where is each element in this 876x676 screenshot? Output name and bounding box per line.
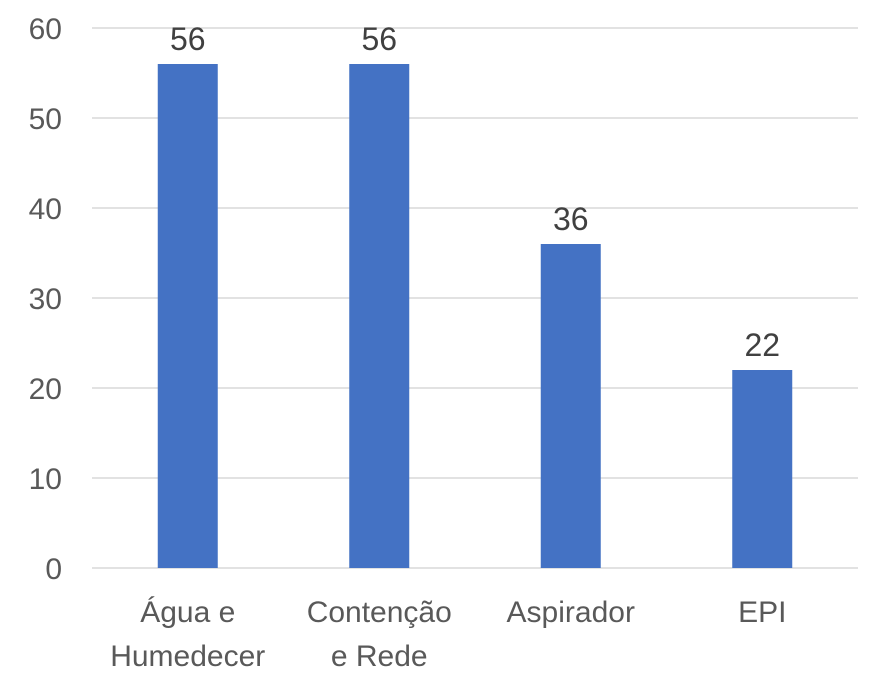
bar-2 — [349, 64, 410, 568]
y-tick-label: 40 — [29, 193, 62, 226]
y-tick-label: 20 — [29, 373, 62, 406]
x-tick-label: Humedecer — [110, 640, 265, 673]
x-tick-label: Contenção — [307, 596, 452, 629]
bar-1 — [157, 64, 218, 568]
x-tick-label: Aspirador — [507, 596, 635, 629]
y-tick-label: 60 — [29, 13, 62, 46]
data-label: 22 — [744, 327, 780, 363]
y-tick-label: 10 — [29, 463, 62, 496]
data-label: 36 — [553, 201, 589, 237]
y-tick-label: 50 — [29, 103, 62, 136]
y-tick-label: 0 — [45, 553, 62, 586]
x-tick-label: Água e — [140, 596, 235, 629]
bar-4 — [732, 370, 793, 568]
x-tick-label: e Rede — [331, 640, 428, 673]
x-tick-label: EPI — [738, 596, 786, 629]
data-label: 56 — [170, 21, 206, 57]
y-tick-label: 30 — [29, 283, 62, 316]
bar-3 — [540, 244, 601, 568]
data-label: 56 — [361, 21, 397, 57]
